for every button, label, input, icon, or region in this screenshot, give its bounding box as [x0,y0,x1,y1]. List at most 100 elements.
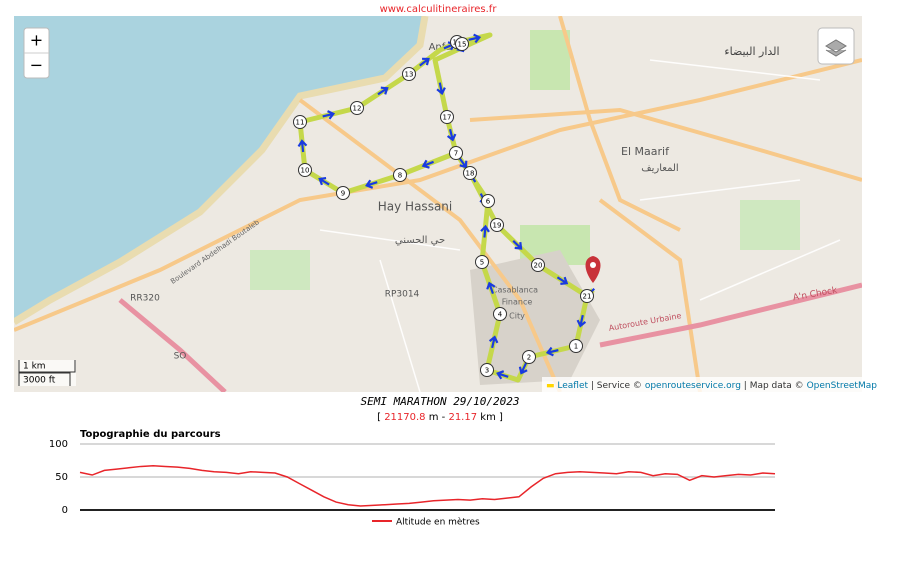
direction-arrow [377,86,389,96]
street [319,229,461,251]
map-label: Hay Hassani [378,200,452,214]
map-label: City [509,312,525,321]
marker-label: 8 [398,172,402,180]
road [298,98,562,392]
route-marker [481,194,495,208]
layers-control[interactable] [817,27,855,65]
zoom-out[interactable]: − [30,56,43,75]
scale: 1 km 3000 ft [18,360,76,386]
attr-text: | Service © [591,381,642,391]
direction-arrow [365,179,378,189]
direction-arrow [318,176,330,186]
park [530,30,570,90]
y-tick-label: 50 [55,472,68,483]
marker-label: 18 [466,170,475,178]
y-tick-label: 0 [62,505,68,516]
unit: km ] [480,412,503,423]
route-title: SEMI MARATHON 29/10/2023 [361,395,520,408]
route-marker [531,258,545,272]
scale-bar [18,372,71,386]
map-label: RP3014 [385,290,420,300]
pin-dot [590,262,596,268]
road [558,16,681,232]
direction-arrow [556,276,569,285]
marker-label: 17 [443,114,452,122]
scale-metric: 1 km [23,362,46,372]
direction-arrow [518,362,528,375]
map-label: RR320 [130,294,160,304]
direction-arrow [436,82,446,96]
marker-label: 7 [454,150,458,158]
chart-title: Topographie du parcours [80,429,221,440]
unit: m - [429,412,446,423]
route-marker [440,110,454,124]
marker-label: 21 [583,293,592,301]
line-series [79,465,776,507]
route-marker [350,101,364,115]
marker-label: 19 [493,222,502,230]
route-marker [569,339,583,353]
map-label: الدار البيضاء [724,45,779,58]
direction-arrow [421,159,434,169]
direction-arrow [496,370,509,380]
direction-arrow [486,281,496,295]
marker-label: 6 [486,198,491,206]
route-marker [522,350,536,364]
marker-label: 3 [485,367,489,375]
marker-label: 4 [498,311,503,319]
marker-label: 2 [527,354,531,362]
route-marker [336,186,350,200]
route-marker [463,166,477,180]
marker-label: 11 [296,119,305,127]
route-marker [298,163,312,177]
zoom-control: + − [23,27,50,79]
scale-bar [18,360,76,373]
marker-label: 15 [458,41,467,49]
route-marker [402,67,416,81]
leaflet-link[interactable]: Leaflet [557,381,588,391]
street [649,59,821,81]
direction-arrow [576,314,587,328]
motorway [599,282,862,348]
zoom-in[interactable]: + [30,31,43,50]
route-marker [493,307,507,321]
beach [14,16,429,325]
route-marker [293,115,307,129]
ors-link[interactable]: openrouteservice.org [645,381,741,391]
street [639,179,801,201]
direction-arrow [512,240,523,250]
chart: 0 50 100 Altitude en mètres [49,439,776,528]
km: 21.17 [448,412,477,423]
legend-label: Altitude en mètres [396,517,480,528]
map: Hay Hassani حي الحسني El Maarif المعاريف الد… [14,16,862,392]
map-label: حي الحسني [395,235,445,246]
street [379,259,421,392]
marker-label: 1 [574,343,578,351]
direction-arrow [488,335,499,349]
layers-icon [825,39,847,57]
marker-label: 5 [480,259,484,267]
direction-arrow [297,139,308,153]
direction-arrow [545,346,559,357]
map-label: SO [174,352,187,362]
direction-arrow [322,110,336,120]
marker-label: 12 [353,105,362,113]
attribution-bg [542,377,862,392]
street [699,239,841,301]
map-label: El Maarif [621,145,670,158]
motorway [118,298,227,392]
bracket: [ [377,412,381,423]
site-link[interactable]: www.calculitineraires.fr [380,4,498,15]
marker-label: 9 [341,190,345,198]
map-label: Casablanca [492,286,538,295]
route-marker [455,37,469,51]
marker-label: 10 [301,167,310,175]
direction-arrow [468,33,482,44]
direction-arrow [446,128,457,142]
direction-arrow [419,57,430,67]
marker-label: 13 [405,71,414,79]
osm-link[interactable]: OpenStreetMap [807,381,878,391]
map-label: المعاريف [641,163,678,174]
